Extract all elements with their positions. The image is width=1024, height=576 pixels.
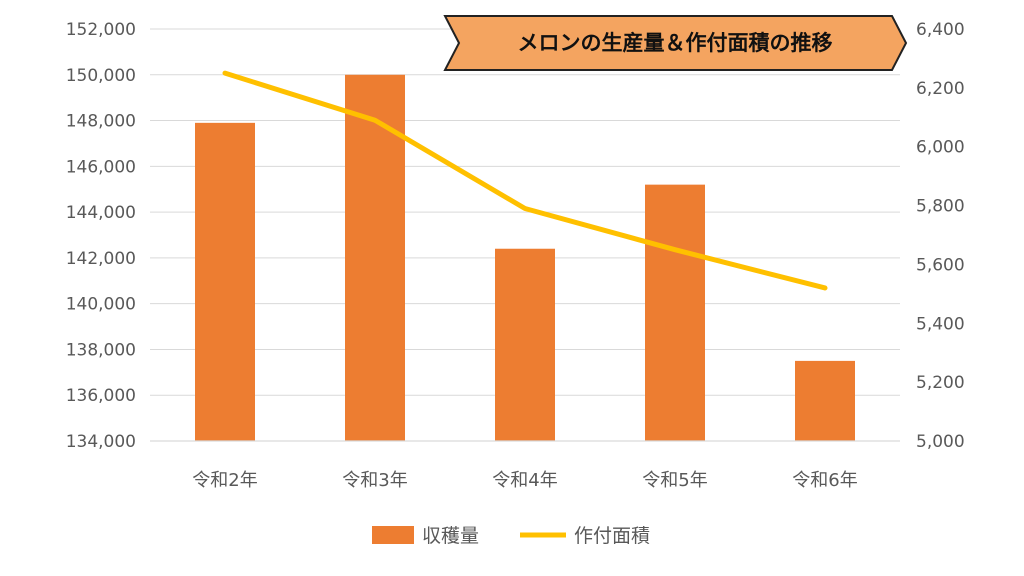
left-tick-label: 150,000 <box>66 66 136 86</box>
right-tick-label: 5,600 <box>916 255 965 275</box>
right-tick-label: 5,800 <box>916 197 965 217</box>
left-tick-label: 144,000 <box>66 203 136 223</box>
category-label: 令和5年 <box>642 470 707 491</box>
legend-swatch-bar <box>372 526 414 544</box>
bar <box>195 122 255 441</box>
category-label: 令和3年 <box>342 470 407 491</box>
right-tick-label: 5,000 <box>916 432 965 452</box>
chart-title: メロンの生産量＆作付面積の推移 <box>518 31 833 55</box>
right-y-axis: 5,000 5,200 5,400 5,600 5,800 6,000 6,200 6,400 <box>916 20 965 452</box>
category-label: 令和6年 <box>792 470 857 491</box>
right-tick-label: 5,400 <box>916 314 965 334</box>
line-series <box>222 70 828 291</box>
right-tick-label: 6,400 <box>916 20 965 40</box>
right-tick-label: 5,200 <box>916 373 965 393</box>
x-axis: 令和2年 令和3年 令和4年 令和5年 令和6年 <box>150 440 900 491</box>
title-banner-shape <box>443 15 908 71</box>
bar <box>645 184 705 441</box>
bar-series <box>195 74 855 442</box>
right-tick-label: 6,000 <box>916 138 965 158</box>
category-label: 令和4年 <box>492 470 557 491</box>
bar <box>495 248 555 441</box>
legend-label-line: 作付面積 <box>574 525 650 547</box>
left-tick-label: 136,000 <box>66 386 136 406</box>
left-tick-label: 142,000 <box>66 249 136 269</box>
left-tick-label: 134,000 <box>66 432 136 452</box>
left-tick-label: 140,000 <box>66 295 136 315</box>
right-tick-label: 6,200 <box>916 79 965 99</box>
bar <box>345 74 405 442</box>
legend: 収穫量 作付面積 <box>372 525 650 547</box>
bar <box>795 360 855 441</box>
chart-title-banner: メロンの生産量＆作付面積の推移 <box>443 15 908 71</box>
left-tick-label: 148,000 <box>66 112 136 132</box>
legend-label-bar: 収穫量 <box>422 525 479 547</box>
left-tick-label: 146,000 <box>66 157 136 177</box>
left-tick-label: 138,000 <box>66 340 136 360</box>
left-tick-label: 152,000 <box>66 20 136 40</box>
left-y-axis: 134,000 136,000 138,000 140,000 142,000 144,0… <box>66 20 136 452</box>
category-label: 令和2年 <box>192 470 257 491</box>
